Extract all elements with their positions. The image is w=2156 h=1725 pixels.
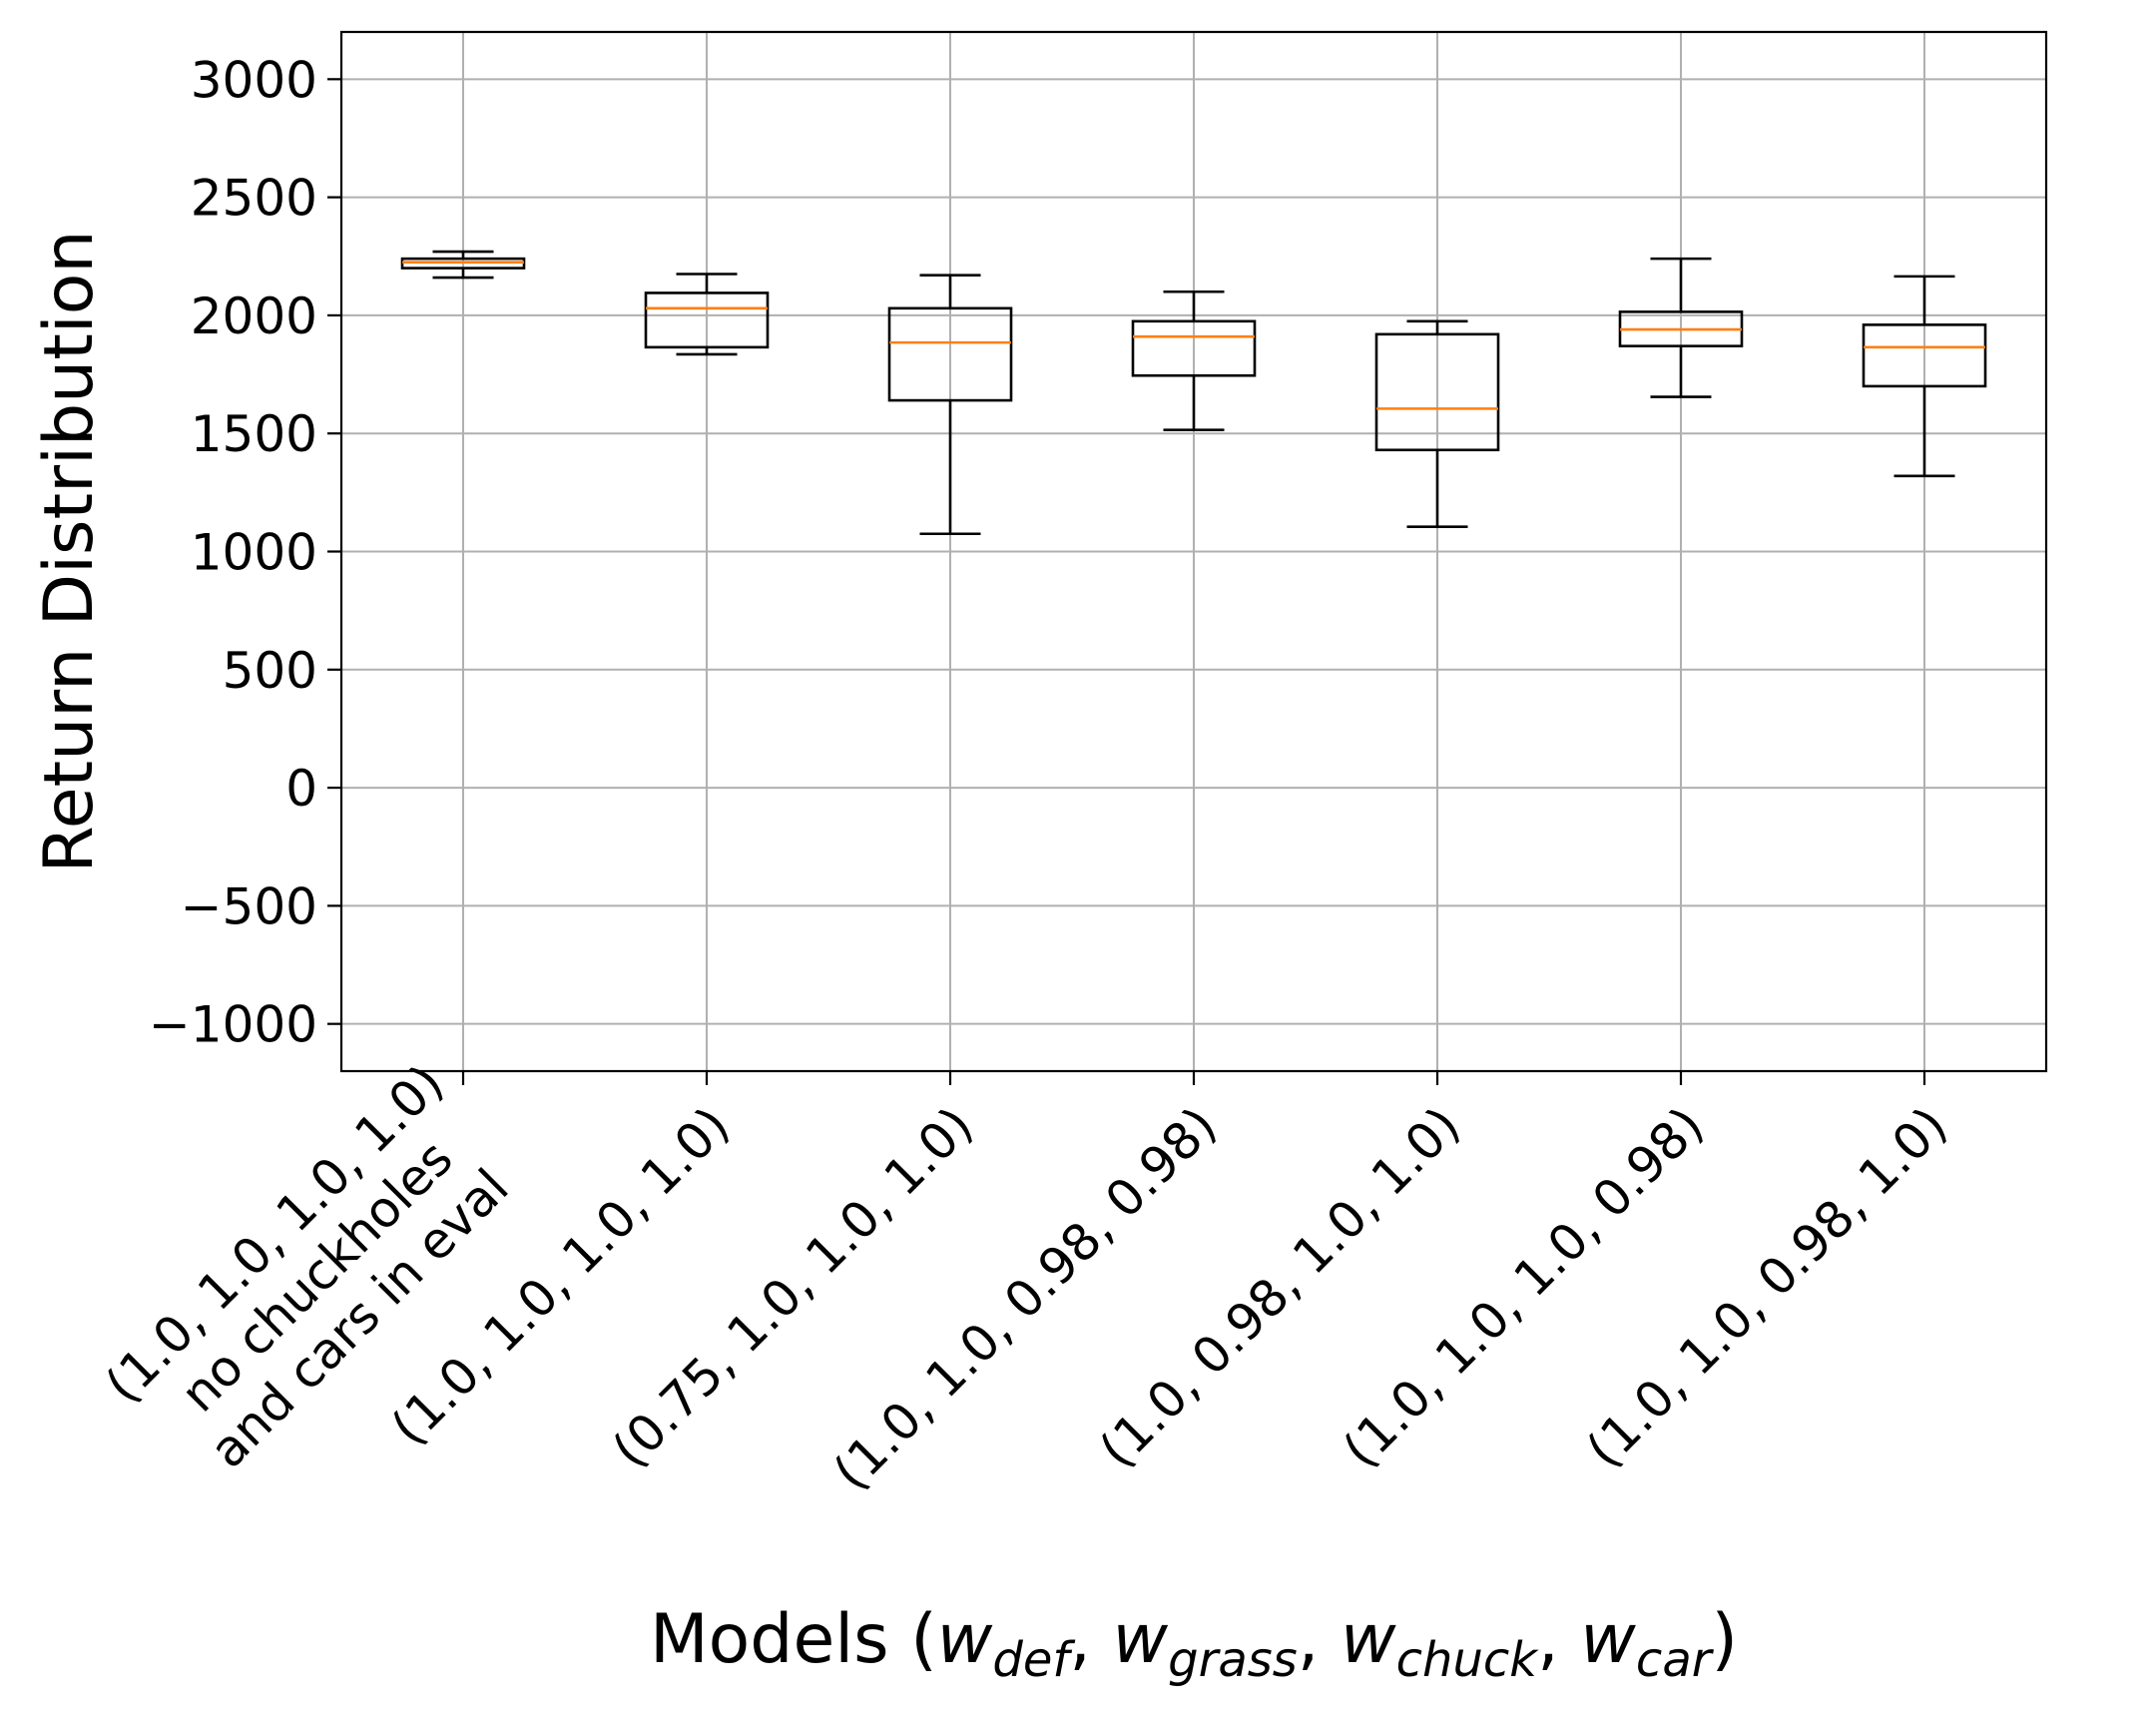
y-axis-label: Return Distribution <box>30 231 109 873</box>
y-tick-label: 3000 <box>191 51 317 109</box>
x-label-suffix: ) <box>1711 1600 1738 1679</box>
x-label-separator: , <box>1537 1600 1580 1679</box>
box-iqr <box>1862 323 1987 388</box>
box-series <box>400 250 1987 536</box>
axis-ticks <box>327 78 1926 1085</box>
x-label-var: w <box>1580 1600 1636 1679</box>
x-label-subscript: grass <box>1168 1632 1298 1688</box>
y-tick-label: −1000 <box>149 996 317 1054</box>
x-label-separator: , <box>1298 1600 1341 1679</box>
y-tick-label: 0 <box>285 760 317 818</box>
x-tick-label: (1.0, 1.0, 1.0, 1.0)no chuckholesand car… <box>95 1054 540 1499</box>
box-iqr <box>887 306 1013 402</box>
box-iqr <box>1131 319 1257 377</box>
x-tick-label-line: (1.0, 1.0, 1.0, 1.0) <box>95 1054 455 1415</box>
y-tick-label: 500 <box>223 642 317 700</box>
y-tick-label: 2500 <box>191 170 317 228</box>
x-axis-label: Models (wdef, wgrass, wchuck, wcar) <box>650 1600 1738 1688</box>
x-label-prefix: Models ( <box>650 1600 937 1679</box>
box-4 <box>1131 289 1257 431</box>
x-label-separator: , <box>1069 1600 1112 1679</box>
x-label-subscript: def <box>992 1632 1075 1688</box>
box-iqr <box>1374 332 1500 452</box>
box-3 <box>887 274 1013 536</box>
y-tick-label: 1000 <box>191 524 317 582</box>
x-label-var: w <box>1341 1600 1396 1679</box>
x-label-subscript: car <box>1636 1632 1715 1688</box>
y-tick-label: 2000 <box>191 288 317 345</box>
x-label-var: w <box>1113 1600 1169 1679</box>
box-6 <box>1618 257 1744 398</box>
box-iqr <box>644 291 770 349</box>
x-label-subscript: chuck <box>1396 1632 1540 1688</box>
box-2 <box>644 273 770 356</box>
x-label-var: w <box>937 1600 993 1679</box>
box-5 <box>1374 319 1500 528</box>
box-1 <box>400 250 526 280</box>
y-tick-label: −500 <box>181 877 317 935</box>
box-7 <box>1862 275 1987 478</box>
grid-lines <box>341 32 2046 1071</box>
y-tick-label: 1500 <box>191 405 317 463</box>
tick-labels: −1000 −500 0 500 1000 1500 2000 2500 3000 (1.0, 1… <box>95 51 1958 1501</box>
